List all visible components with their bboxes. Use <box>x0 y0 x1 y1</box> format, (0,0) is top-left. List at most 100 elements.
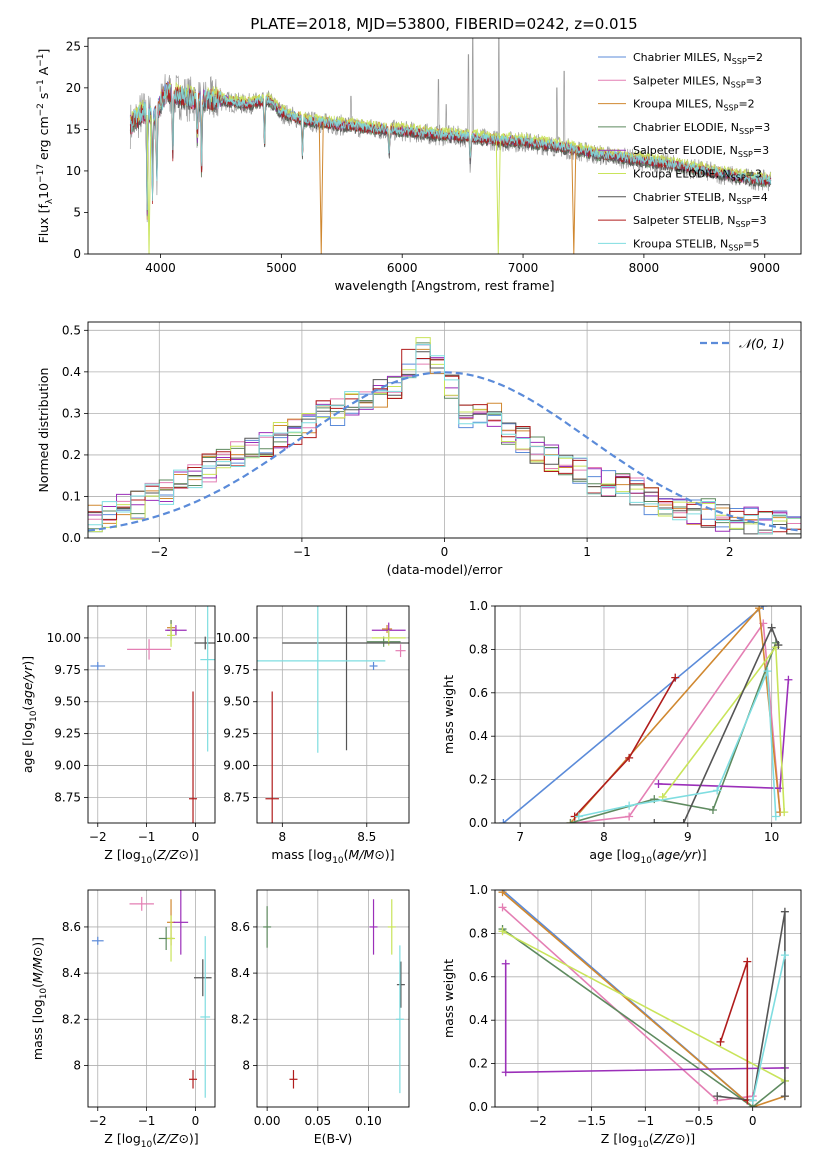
y-tick-label: 0.0 <box>469 1100 488 1114</box>
weight-point-marker <box>784 675 793 684</box>
x-axis-label-part: M/M <box>349 847 375 862</box>
y-axis-label-part: ( <box>30 983 45 988</box>
legend-n-prefix: , N <box>720 214 735 227</box>
x-tick-label: 0.10 <box>355 1114 382 1128</box>
x-axis-label-part: Z [log <box>601 1131 637 1146</box>
y-tick-label: 9.75 <box>54 663 81 677</box>
errorbar-2 <box>369 899 378 955</box>
x-axis-label: age [log10(age/yr)] <box>589 847 706 866</box>
x-axis-label-sub: 10 <box>641 856 653 866</box>
y-axis-label-part: )] <box>20 656 35 666</box>
weight-line-6 <box>717 911 786 1102</box>
weight-point-marker <box>780 1092 789 1101</box>
y-tick-label: 8.6 <box>62 920 81 934</box>
y-tick-label: 8.75 <box>223 790 250 804</box>
legend-label-3: Chabrier ELODIE, NSSP=3 <box>633 121 770 136</box>
legend-model-name: Chabrier ELODIE <box>633 121 724 134</box>
y-tick-label: 20 <box>66 81 81 95</box>
y-tick-label: 8.75 <box>54 790 81 804</box>
y-tick-label: 0.4 <box>469 729 488 743</box>
errorbar-6 <box>194 636 215 650</box>
errorbar-0 <box>369 661 378 670</box>
y-tick-label: 8.2 <box>231 1012 250 1026</box>
weight-point-marker <box>566 819 575 823</box>
legend-n-prefix: , N <box>721 191 736 204</box>
x-axis-label-part: ⊙)] <box>374 847 394 862</box>
y-tick-label: 9.50 <box>54 695 81 709</box>
spectrum-drop-2 <box>495 140 501 254</box>
x-axis-label: Z [log10(Z/Z⊙)] <box>104 1131 198 1150</box>
weight-point-marker <box>671 673 680 682</box>
y-tick-label: 0.5 <box>62 323 81 337</box>
y-tick-label: 25 <box>66 39 81 53</box>
y-axis-label-part: ] <box>36 49 51 54</box>
weight-line-8 <box>751 954 786 1101</box>
y-axis-label-part: −2 <box>36 103 46 116</box>
x-tick-label: 2 <box>726 545 734 559</box>
x-axis-label: Z [log10(Z/Z⊙)] <box>601 1131 695 1150</box>
y-axis-label-sub: 10 <box>39 988 49 1000</box>
x-tick-label: −2 <box>529 1114 547 1128</box>
legend-n-prefix: , N <box>715 168 730 181</box>
x-axis-label-part: Z/Z <box>653 1131 676 1146</box>
weight-point-marker <box>708 805 717 814</box>
weight-point-marker <box>755 606 764 613</box>
x-axis-label-part: Z/Z <box>156 1131 179 1146</box>
weight-line-5 <box>502 930 786 1082</box>
x-axis-label-part: age [log <box>589 847 640 862</box>
panel-spectrum: 4000 5000 6000 7000 8000 90000510152025wavele… <box>36 37 802 293</box>
y-tick-label: 9.00 <box>54 759 81 773</box>
y-axis-label-part: mass [log <box>30 999 45 1060</box>
errorbar-8 <box>200 936 211 1098</box>
y-axis-label-sub: 10 <box>29 710 39 722</box>
y-axis-label-part: M/M <box>30 957 45 983</box>
y-tick-label: 0.2 <box>469 773 488 787</box>
y-tick-label: 8.2 <box>62 1012 81 1026</box>
weight-point-marker <box>574 812 583 821</box>
legend-model-name: Kroupa STELIB <box>633 237 713 250</box>
x-tick-label: 10 <box>764 830 779 844</box>
legend-n-eq: = <box>738 98 747 111</box>
panel-mass-vs-ebv: 0.00 0.05 0.10 8 8.2 8.4 8.6 E(B-V) <box>231 889 410 1146</box>
legend-n-eq: = <box>753 144 762 157</box>
weight-point-marker <box>759 606 768 610</box>
legend-label-7: Salpeter STELIB, NSSP=3 <box>633 214 767 229</box>
panel-residuals: −2 −1 0 1 2 0.0 0.1 0.2 0.3 0.4 0.5 (data-model)/er… <box>36 321 802 577</box>
legend-model-name: Kroupa MILES <box>633 98 708 111</box>
x-tick-label: −0.5 <box>684 1114 713 1128</box>
y-tick-label: 0.4 <box>469 1013 488 1027</box>
weight-point-marker <box>780 808 789 817</box>
x-tick-label: 1 <box>583 545 591 559</box>
x-tick-label: 4000 <box>145 261 176 275</box>
weight-point-marker <box>654 779 663 788</box>
histogram-8 <box>88 344 801 535</box>
x-axis-label-part: )] <box>697 847 707 862</box>
weight-point-marker <box>748 1096 757 1105</box>
x-tick-label: −2 <box>89 1114 107 1128</box>
panel-age-vs-mass: 8 8.5 8.75 9.00 9.25 9.50 9.75 10.00 mass [log10… <box>216 605 410 866</box>
y-tick-label: 15 <box>66 122 81 136</box>
axes-frame <box>256 605 410 824</box>
x-axis-label: wavelength [Angstrom, rest frame] <box>334 278 554 293</box>
legend-model-name: Chabrier STELIB <box>633 191 721 204</box>
legend-label-0: Chabrier MILES, NSSP=2 <box>633 51 763 66</box>
y-tick-label: 8.4 <box>231 966 250 980</box>
legend-n-sub: SSP <box>738 150 753 159</box>
legend-label-1: Salpeter MILES, NSSP=3 <box>633 74 762 89</box>
y-tick-label: 8.6 <box>231 920 250 934</box>
legend-n-value: 3 <box>755 74 762 87</box>
y-tick-label: 9.50 <box>223 695 250 709</box>
legend-model-name: Salpeter MILES <box>633 74 715 87</box>
legend-n-value: 3 <box>763 121 770 134</box>
histogram-group <box>88 337 801 535</box>
errorbar-4 <box>165 625 187 636</box>
legend-label-4: Salpeter ELODIE, NSSP=3 <box>633 144 769 159</box>
y-tick-label: 1.0 <box>469 883 488 897</box>
legend-n-value: 5 <box>752 237 759 250</box>
y-tick-label: 0.3 <box>62 406 81 420</box>
x-axis-label-part: age/yr <box>657 847 698 862</box>
spectrum-drop-0 <box>146 115 152 254</box>
errorbar-4 <box>173 890 189 955</box>
